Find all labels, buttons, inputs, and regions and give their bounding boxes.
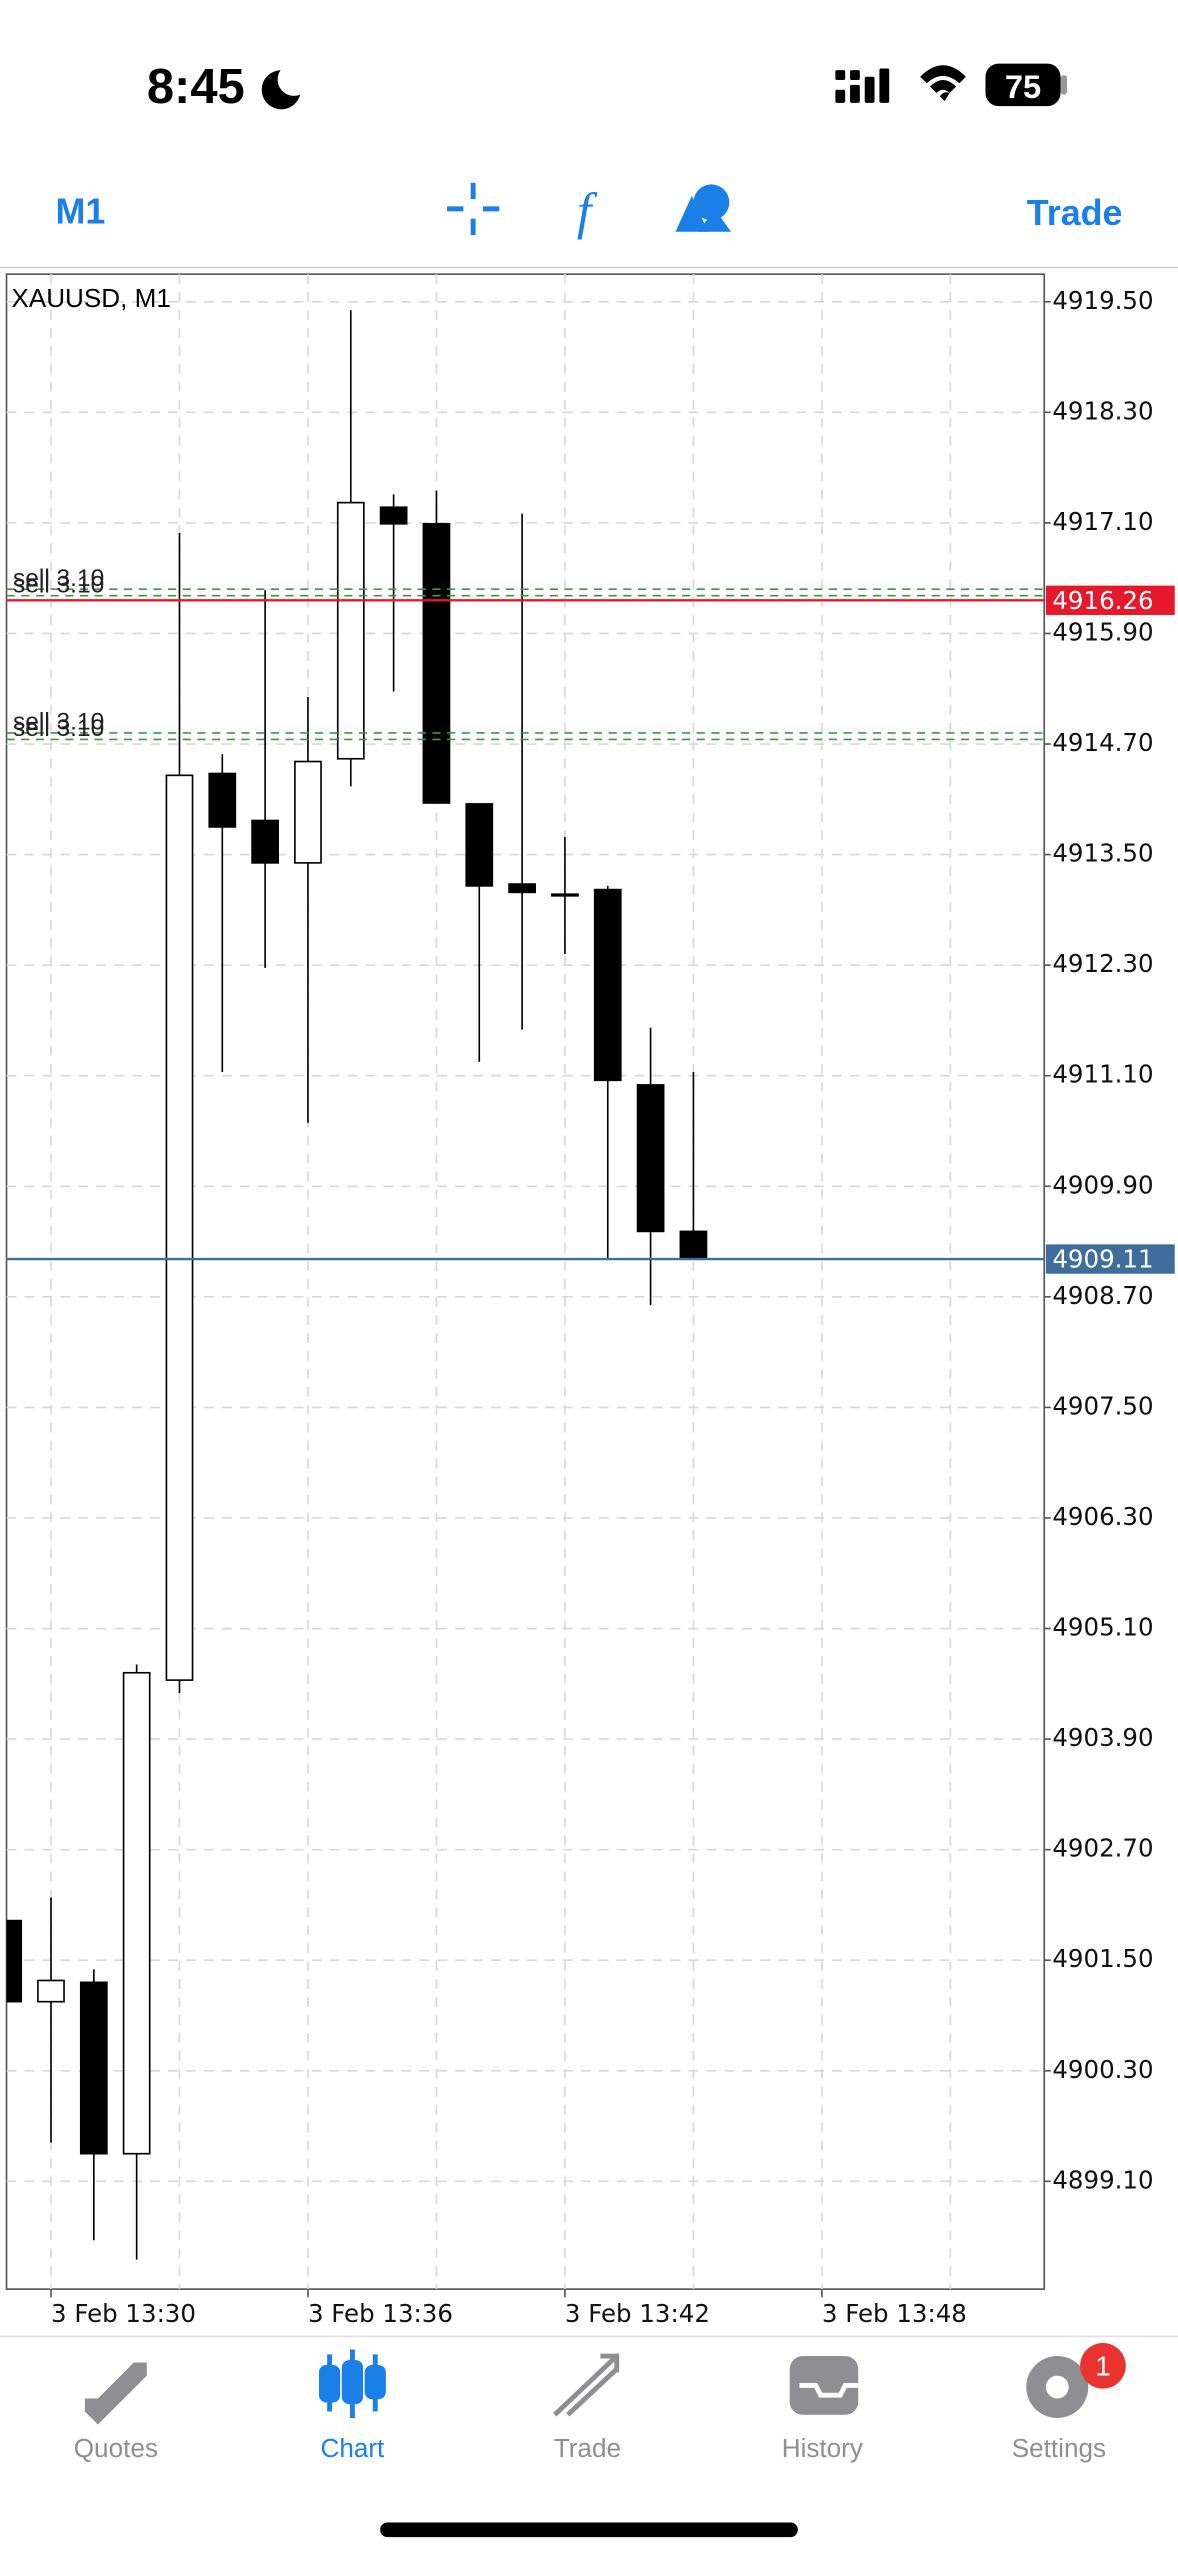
price-tag-label: 4916.26	[1052, 586, 1153, 615]
y-tick-label: 4911.10	[1052, 1060, 1153, 1089]
order-label: sell 3.10	[13, 571, 104, 598]
y-tick-label: 4918.30	[1052, 396, 1153, 425]
plot-frame	[5, 273, 1046, 2290]
price-tag	[1045, 1244, 1175, 1274]
y-tick-label: 4909.90	[1052, 1170, 1153, 1199]
chart-icon	[318, 2349, 386, 2419]
y-tick-label: 4908.70	[1052, 1281, 1153, 1310]
objects-button[interactable]	[675, 184, 731, 232]
candle-body	[79, 1981, 108, 2155]
candle-body	[551, 893, 579, 897]
candle-body	[122, 1671, 151, 2155]
wifi-icon	[920, 65, 966, 102]
y-tick-label: 4900.30	[1052, 2055, 1153, 2084]
y-tick-label: 4899.10	[1052, 2165, 1153, 2194]
y-tick-label: 4906.30	[1052, 1502, 1153, 1531]
candle-body	[679, 1230, 708, 1260]
moon-icon	[261, 70, 301, 110]
candle-body	[251, 819, 279, 864]
settings-icon	[1026, 2356, 1089, 2419]
badge	[1080, 2342, 1126, 2389]
candle-body	[165, 774, 194, 1681]
history-icon	[789, 2356, 862, 2415]
axis: 4919.50 4918.30 4917.10 4915.90 4914.70 4913.…	[50, 286, 1175, 2328]
candle-body	[465, 803, 494, 887]
order-label: sell 3.10	[13, 715, 104, 742]
y-tick-label: 4901.50	[1052, 1944, 1153, 1973]
y-tick-label: 4902.70	[1052, 1834, 1153, 1863]
x-tick-label: 3 Feb 13:42	[565, 2299, 710, 2328]
y-tick-label: 4917.10	[1052, 507, 1153, 536]
candle-body	[208, 772, 237, 828]
y-tick-label: 4903.90	[1052, 1723, 1153, 1752]
tab-label[interactable]: Trade	[554, 2433, 621, 2463]
timeframe-button[interactable]: M1	[55, 192, 105, 232]
trade-icon	[553, 2353, 620, 2417]
price-tag-label: 4909.11	[1052, 1245, 1153, 1274]
clock: 8:45	[147, 60, 245, 114]
signal-icon	[835, 68, 890, 103]
candle-body	[593, 888, 622, 1082]
candle-body	[508, 883, 536, 894]
grid	[6, 274, 1045, 2290]
x-tick-label: 3 Feb 13:30	[51, 2299, 196, 2328]
tab-label[interactable]: Settings	[1012, 2433, 1106, 2463]
tab-label[interactable]: Chart	[321, 2433, 386, 2463]
battery-level: 75	[1005, 68, 1041, 105]
candle-body	[636, 1084, 665, 1233]
trade-button[interactable]: Trade	[1027, 193, 1123, 233]
y-tick-label: 4905.10	[1052, 1613, 1153, 1642]
indicators-button[interactable]: f	[577, 182, 598, 240]
battery-tip	[1060, 75, 1068, 95]
y-tick-label: 4915.90	[1052, 617, 1153, 646]
y-tick-label: 4912.30	[1052, 949, 1153, 978]
candle-body	[422, 523, 451, 804]
candle-body	[37, 1979, 65, 2003]
tab-label[interactable]: History	[782, 2433, 863, 2463]
y-tick-label: 4914.70	[1052, 728, 1153, 757]
battery-icon	[985, 63, 1061, 107]
home-indicator	[380, 2522, 798, 2538]
price-tag	[1045, 585, 1175, 615]
tab-label[interactable]: Quotes	[74, 2433, 158, 2463]
x-tick-label: 3 Feb 13:48	[822, 2299, 967, 2328]
candle-body	[6, 1919, 23, 2003]
y-tick-label: 4919.50	[1052, 286, 1153, 315]
tab-labels: Quotes Chart Trade History Settings	[74, 2433, 1106, 2463]
badge-count: 1	[1095, 2351, 1110, 2382]
order-label: sell 3.10	[13, 709, 104, 736]
x-tick-label: 3 Feb 13:36	[308, 2299, 453, 2328]
chart-title: XAUUSD, M1	[11, 283, 171, 313]
candle-body	[336, 501, 365, 760]
quotes-icon	[84, 2362, 147, 2425]
candle-body	[379, 506, 408, 525]
candle-body	[294, 760, 322, 864]
y-tick-label: 4913.50	[1052, 839, 1153, 868]
crosshair-button[interactable]	[447, 182, 500, 235]
y-tick-label: 4907.50	[1052, 1391, 1153, 1420]
order-label: sell 3.10	[13, 565, 104, 592]
